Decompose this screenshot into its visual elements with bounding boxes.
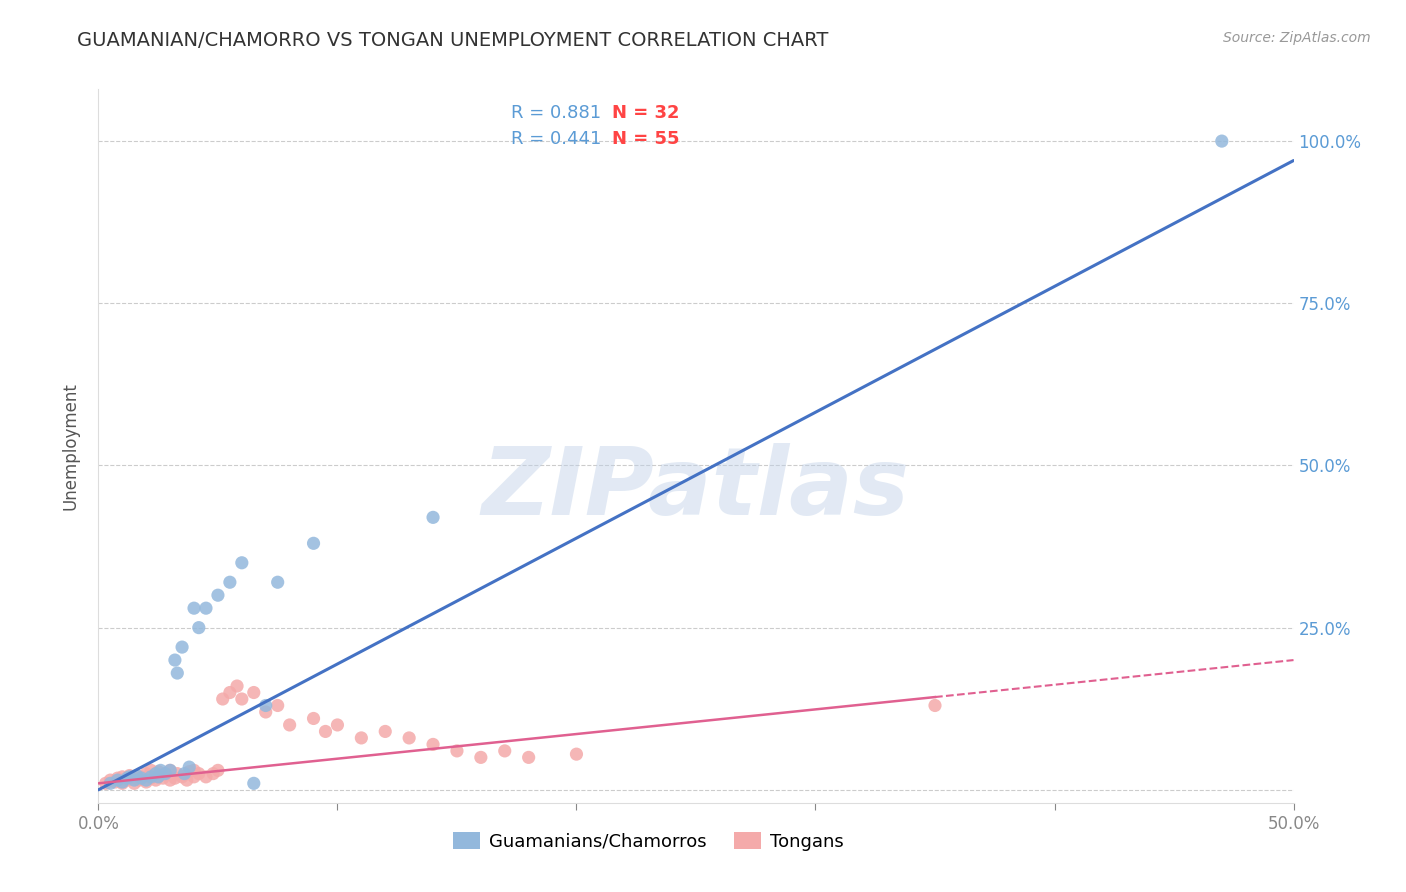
Point (172, 770, 194, 784)
Point (139, 764, 162, 778)
Point (219, 575, 242, 590)
Point (565, 747, 588, 761)
Point (163, 771, 186, 785)
Text: ZIPatlas: ZIPatlas (482, 442, 910, 535)
Point (148, 770, 170, 784)
Point (470, 750, 492, 764)
Point (124, 771, 146, 785)
Point (111, 775, 134, 789)
Point (207, 588, 229, 602)
Point (135, 766, 157, 780)
Point (315, 724, 337, 739)
Point (195, 770, 218, 784)
Point (267, 698, 290, 713)
Text: R = 0.881: R = 0.881 (510, 104, 600, 122)
Point (152, 771, 174, 785)
Point (374, 724, 396, 739)
Legend: Guamanians/Chamorros, Tongans: Guamanians/Chamorros, Tongans (446, 825, 851, 858)
Point (924, 698, 946, 713)
Point (398, 731, 420, 745)
Point (517, 750, 540, 764)
Point (172, 640, 194, 654)
Point (446, 744, 468, 758)
Point (107, 771, 129, 785)
Point (139, 770, 162, 784)
Point (159, 764, 181, 778)
Point (124, 773, 146, 788)
Point (183, 770, 205, 784)
Point (179, 764, 201, 779)
Point (131, 770, 153, 784)
Point (173, 766, 195, 780)
Point (163, 653, 186, 667)
Text: GUAMANIAN/CHAMORRO VS TONGAN UNEMPLOYMENT CORRELATION CHART: GUAMANIAN/CHAMORRO VS TONGAN UNEMPLOYMEN… (77, 31, 828, 50)
Point (107, 773, 129, 788)
Point (115, 773, 138, 788)
Point (267, 575, 290, 590)
Point (187, 621, 209, 635)
Point (118, 770, 141, 784)
Point (195, 601, 218, 615)
Point (176, 773, 198, 788)
Y-axis label: Unemployment: Unemployment (62, 382, 80, 510)
Text: N = 32: N = 32 (613, 104, 681, 122)
Point (155, 766, 177, 780)
Point (155, 766, 177, 780)
Point (231, 692, 253, 706)
Point (187, 766, 209, 780)
Point (145, 766, 167, 780)
Point (135, 775, 157, 789)
Point (145, 773, 167, 788)
Point (422, 738, 444, 752)
Point (94, 776, 117, 790)
Point (231, 556, 253, 570)
Point (226, 679, 249, 693)
Point (254, 705, 277, 719)
Point (302, 536, 325, 550)
Point (350, 731, 373, 745)
Point (135, 773, 157, 788)
Point (128, 773, 150, 788)
Point (302, 711, 325, 725)
Point (115, 771, 138, 785)
Point (219, 685, 242, 699)
Point (243, 776, 266, 790)
Point (202, 766, 225, 780)
Point (166, 766, 188, 780)
Point (104, 775, 127, 789)
Point (179, 760, 201, 774)
Point (124, 776, 146, 790)
Point (111, 776, 134, 790)
Point (139, 771, 162, 785)
Point (148, 770, 170, 784)
Point (1211, 134, 1233, 148)
Point (125, 768, 148, 782)
Point (131, 771, 153, 785)
Point (98, 776, 122, 790)
Point (166, 666, 188, 681)
Text: N = 55: N = 55 (613, 130, 681, 148)
Point (149, 764, 172, 778)
Point (243, 685, 266, 699)
Point (422, 510, 444, 524)
Point (148, 764, 170, 779)
Point (207, 764, 229, 778)
Point (183, 764, 205, 778)
Point (494, 744, 516, 758)
Point (159, 773, 181, 788)
Point (183, 601, 205, 615)
Point (98, 773, 122, 788)
Point (254, 698, 277, 713)
Point (159, 764, 181, 778)
Text: R = 0.441: R = 0.441 (510, 130, 602, 148)
Point (111, 770, 134, 784)
Point (326, 718, 349, 732)
Point (211, 692, 233, 706)
Point (118, 768, 141, 782)
Point (278, 718, 301, 732)
Text: Source: ZipAtlas.com: Source: ZipAtlas.com (1223, 31, 1371, 45)
